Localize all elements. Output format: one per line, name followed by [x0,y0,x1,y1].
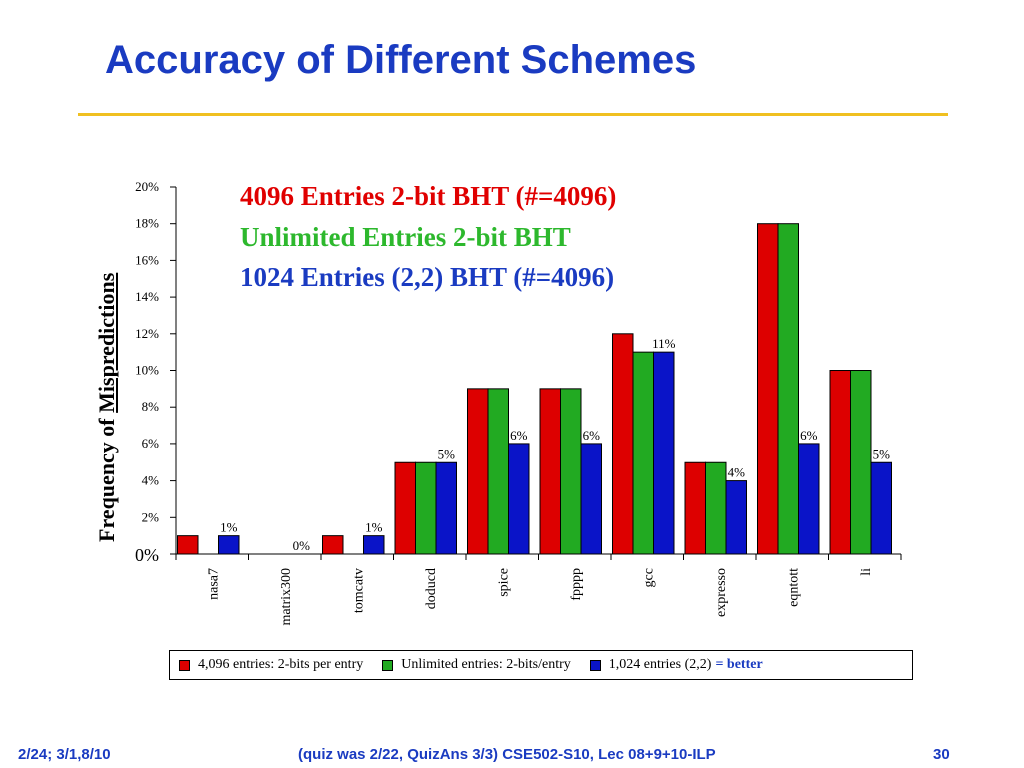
bar-fpppp-series-3 [580,443,602,555]
bar-li-series-1 [829,370,851,555]
legend-swatch-2 [382,659,394,671]
bar-expresso-series-1 [684,461,706,555]
y-tick-label: 10% [135,363,159,378]
footer-course: (quiz was 2/22, QuizAns 3/3) CSE502-S10,… [298,746,716,763]
footer-dates: 2/24; 3/1,8/10 [18,746,111,763]
x-tick-label-doducd: doducd [424,568,439,609]
bar-li-series-3 [870,461,892,555]
bar-tomcatv-series-3 [363,535,385,555]
bar-eqntott-series-3 [798,443,820,555]
y-tick-label: 2% [142,509,160,524]
legend-item-1: 4,096 entries: 2-bits per entry [179,657,363,673]
y-tick-label: 14% [135,289,159,304]
legend-extra-note: = better [715,657,763,672]
legend-label-2: Unlimited entries: 2-bits/entry [401,657,571,672]
x-tick-label-tomcatv: tomcatv [351,568,366,613]
x-tick-label-spice: spice [496,568,511,597]
y-tick-label: 0% [135,545,159,565]
bar-fpppp-series-2 [560,388,582,555]
headline-line-3: 1024 Entries (2,2) BHT (#=4096) [240,262,615,292]
bar-nasa7-series-1 [177,535,199,555]
bar-gcc-series-1 [612,333,634,555]
x-tick-label-matrix300: matrix300 [279,568,294,626]
legend-label-3: 1,024 entries (2,2) [608,657,712,672]
y-tick-label: 6% [142,436,160,451]
bar-gcc-series-2 [632,351,654,555]
x-tick-label-gcc: gcc [641,568,656,587]
bar-eqntott-series-1 [757,223,779,555]
bar-doducd-series-2 [415,461,437,555]
y-tick-label: 16% [135,252,159,267]
x-tick-label-eqntott: eqntott [786,568,801,607]
legend-swatch-1 [179,659,190,671]
legend-item-3: 1,024 entries (2,2) = better [589,657,763,673]
bar-spice-series-1 [467,388,489,555]
bar-doducd-series-1 [394,461,416,555]
legend-label-1: 4,096 entries: 2-bits per entry [198,657,364,672]
data-label-spice: 6% [510,428,528,443]
bar-tomcatv-series-1 [322,535,344,555]
bar-spice-series-2 [487,388,509,555]
y-tick-label: 12% [135,326,159,341]
data-label-gcc: 11% [652,336,676,351]
y-tick-label: 4% [142,473,160,488]
data-label-matrix300: 0% [293,538,311,553]
bar-nasa7-series-3 [218,535,240,555]
x-tick-label-li: li [859,568,874,576]
x-tick-label-expresso: expresso [714,568,729,617]
bar-chart: 0% 2% 4% 6% 8% 10% 12% 14% 16% 18% 20% 1% nasa7 0% mat… [135,179,902,626]
bar-fpppp-series-1 [539,388,561,555]
legend-item-2: Unlimited entries: 2-bits/entry [382,657,571,673]
y-tick-label: 18% [135,216,159,231]
bar-gcc-series-3 [653,351,675,555]
x-tick-label-fpppp: fpppp [569,568,584,601]
bar-doducd-series-3 [435,461,457,555]
bar-expresso-series-2 [705,461,727,555]
data-label-fpppp: 6% [583,428,601,443]
y-tick-label: 8% [142,399,160,414]
bar-eqntott-series-2 [777,223,799,555]
legend-swatch-3 [589,659,601,671]
bar-li-series-2 [850,370,872,555]
data-label-nasa7: 1% [220,520,238,535]
data-label-li: 5% [873,446,891,461]
bar-spice-series-3 [508,443,530,555]
bar-expresso-series-3 [725,480,747,555]
data-label-expresso: 4% [728,465,746,480]
data-label-tomcatv: 1% [365,520,383,535]
slide-title: Accuracy of Different Schemes [105,38,697,82]
footer-page-number: 30 [933,746,950,763]
title-divider [78,113,948,116]
data-label-doducd: 5% [438,446,456,461]
x-tick-label-nasa7: nasa7 [206,568,221,600]
chart-legend: 4,096 entries: 2-bits per entry Unlimite… [169,650,913,680]
y-tick-label: 20% [135,179,159,194]
data-label-eqntott: 6% [800,428,818,443]
headline-line-2: Unlimited Entries 2-bit BHT [240,222,571,252]
headline-line-1: 4096 Entries 2-bit BHT (#=4096) [240,181,617,211]
